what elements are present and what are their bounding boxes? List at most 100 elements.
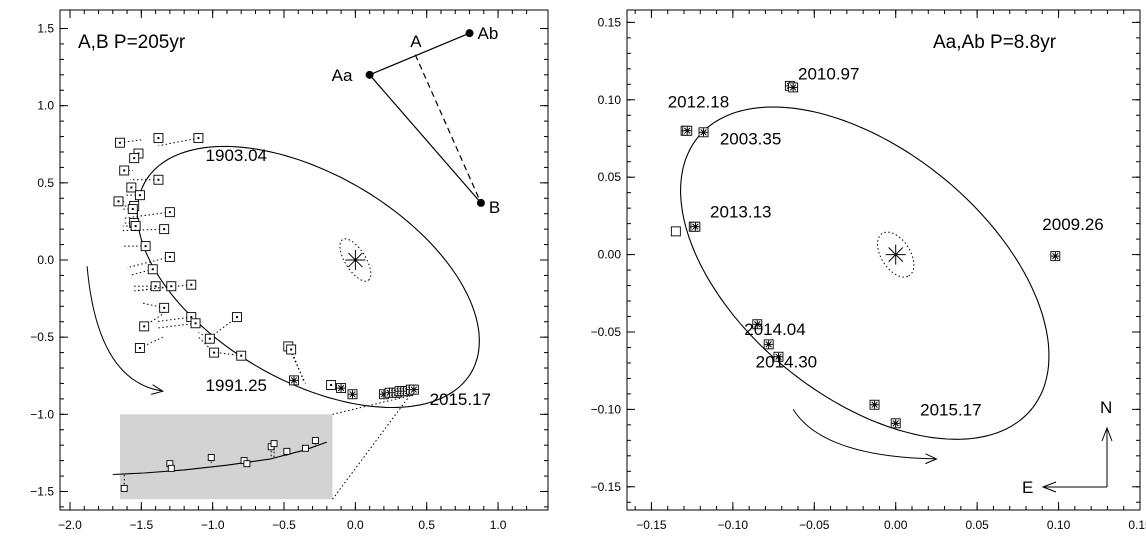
- east-arrow-head: [1041, 481, 1057, 493]
- left-panel: −2.0 −1.5 −1.0 −0.5 0.0 0.5 1.0 −1.5 −1.0 −0.5 0.0…: [30, 9, 549, 532]
- visual-observation-dot: [194, 322, 197, 325]
- y-tick-label: −0.05: [591, 325, 622, 339]
- speckle-observation: [347, 389, 358, 400]
- x-tick-label: −2.0: [58, 518, 82, 532]
- speckle-observation: [763, 339, 774, 350]
- y-tick-label: 0.00: [598, 248, 622, 262]
- epoch-label: 2014.04: [744, 320, 805, 339]
- epoch-label: 2010.97: [798, 65, 859, 84]
- inset-observation: [243, 460, 251, 468]
- north-arrow-head: [1101, 426, 1113, 442]
- y-tick-label: 0.05: [598, 170, 622, 184]
- speckle-observation: [890, 418, 901, 429]
- residual-line: [158, 322, 196, 329]
- x-tick-label: −1.0: [201, 518, 225, 532]
- sketch-star-aa: [365, 70, 374, 79]
- speckle-cross: [337, 384, 345, 392]
- x-tick-label: −1.5: [129, 518, 153, 532]
- motion-arrow: [86, 266, 163, 392]
- right-axis-ticks: −0.15 −0.10 −0.05 0.00 0.05 0.10 0.15 −0.15 −0.1…: [591, 10, 1146, 532]
- visual-observation-dot: [163, 228, 166, 231]
- visual-observation-dot: [197, 137, 200, 140]
- visual-observation-dot: [144, 245, 147, 248]
- star-stroke: [347, 252, 363, 268]
- inset-observation: [207, 454, 215, 461]
- visual-observation-dot: [118, 141, 121, 144]
- residual-line: [158, 137, 199, 147]
- visual-observation-dot: [133, 157, 136, 160]
- speckle-cross: [684, 127, 691, 134]
- motion-arrow: [792, 409, 937, 460]
- y-tick-label: −1.0: [30, 407, 54, 421]
- sketch-label-a: A: [410, 32, 422, 51]
- visual-observation-dot: [154, 285, 157, 288]
- visual-observation-dot: [190, 283, 193, 286]
- speckle-observation: [408, 384, 419, 395]
- visual-observation-dot: [117, 200, 120, 203]
- inset-observation: [167, 464, 175, 472]
- x-tick-label: 0.5: [418, 518, 435, 532]
- speckle-observation: [869, 399, 880, 410]
- right-plot-frame: [626, 9, 1141, 511]
- visual-observation-dot: [131, 208, 134, 211]
- left-panel-title: A,B P=205yr: [78, 32, 186, 53]
- y-tick-label: 0.5: [37, 176, 54, 190]
- left-epoch-labels: 1903.04 1991.25 2015.17: [206, 146, 491, 409]
- residual-line: [126, 256, 170, 269]
- sketch-aa-b: [369, 74, 482, 204]
- speckle-observation: [773, 351, 784, 362]
- x-tick-label: 0.10: [1047, 518, 1071, 532]
- inset-observation: [120, 484, 128, 492]
- right-panel: −0.15 −0.10 −0.05 0.00 0.05 0.10 0.15 −0.15 −0.1…: [591, 9, 1146, 532]
- left-inset: [112, 395, 410, 500]
- x-tick-label: −0.10: [718, 518, 749, 532]
- visual-observation-dot: [235, 316, 238, 319]
- visual-observation-dot: [168, 255, 171, 258]
- x-tick-label: 0.05: [965, 518, 989, 532]
- motion-arrow-head: [151, 384, 164, 395]
- visual-observation-dot: [170, 285, 173, 288]
- left-observations: [113, 133, 419, 400]
- epoch-label: 2003.35: [720, 130, 781, 149]
- inset-observation: [301, 444, 309, 452]
- residual-line: [155, 316, 192, 323]
- sketch-label-ab: Ab: [478, 24, 499, 43]
- inset-link: [332, 395, 410, 415]
- orbit-ellipse: [136, 145, 480, 409]
- speckle-cross: [871, 401, 878, 408]
- visual-observation-dot: [163, 306, 166, 309]
- x-tick-label: −0.5: [272, 518, 296, 532]
- sketch-aa-ab: [369, 32, 470, 76]
- y-tick-label: −0.15: [591, 480, 622, 494]
- epoch-label: 1991.25: [206, 376, 267, 395]
- visual-observation-dot: [240, 354, 243, 357]
- inset-background: [119, 414, 333, 500]
- left-orbit: [86, 145, 480, 409]
- speckle-cross: [700, 129, 707, 136]
- visual-observation-dot: [330, 384, 333, 386]
- primary-star: [885, 244, 906, 265]
- speckle-observation: [1050, 251, 1061, 262]
- visual-observation-dot: [151, 268, 154, 271]
- inset-observation: [270, 440, 278, 448]
- speckle-cross: [789, 84, 797, 91]
- x-tick-label: 0.0: [347, 518, 364, 532]
- speckle-cross: [754, 321, 761, 328]
- primary-star: [345, 250, 366, 270]
- y-tick-label: 0.15: [598, 15, 622, 29]
- speckle-cross: [290, 377, 298, 384]
- visual-observation-dot: [143, 325, 146, 328]
- inset-observation: [311, 437, 319, 445]
- star-stroke: [888, 247, 904, 263]
- speckle-observation: [682, 125, 693, 136]
- speckle-cross: [1052, 252, 1059, 260]
- epoch-label: 2015.17: [920, 401, 981, 420]
- left-axis-ticks: −2.0 −1.5 −1.0 −0.5 0.0 0.5 1.0 −1.5 −1.0 −0.5 0.0…: [30, 10, 548, 532]
- epoch-label: 1903.04: [206, 146, 267, 165]
- right-orbit: [680, 106, 1050, 465]
- sketch-label-b: B: [489, 198, 500, 217]
- y-tick-label: −0.10: [591, 402, 622, 416]
- visual-observation-dot: [123, 169, 126, 172]
- speckle-cross: [410, 386, 418, 393]
- orbit-ellipse: [680, 106, 1050, 440]
